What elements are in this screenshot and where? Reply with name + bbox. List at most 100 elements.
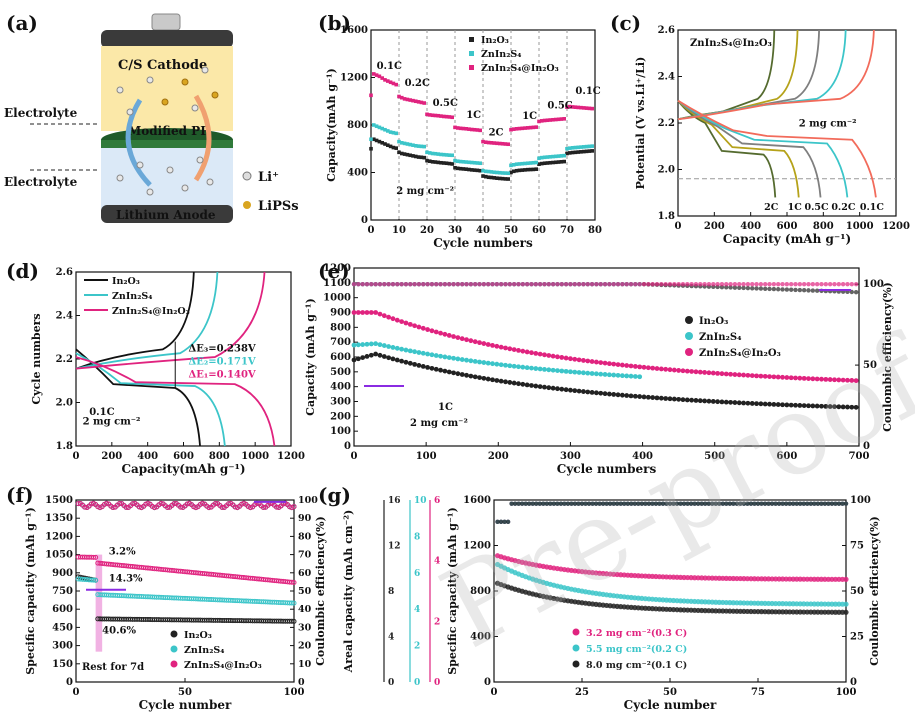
- e-ce-point: [750, 281, 755, 287]
- b-point: [537, 162, 541, 166]
- e-capacity-point: [420, 325, 426, 331]
- d-legend-label: ZnIn₂S₄@In₂O₃: [112, 306, 190, 317]
- e-capacity-point: [654, 395, 660, 401]
- b-rate-label: 0.1C: [575, 86, 600, 97]
- e-ce-point: [386, 281, 391, 287]
- e-capacity-point: [693, 398, 699, 403]
- b-point: [573, 150, 578, 155]
- b-point: [590, 144, 594, 148]
- b-point: [568, 151, 572, 155]
- f-capacity-point: [291, 580, 297, 586]
- e-capacity-point: [645, 365, 651, 371]
- g-ce-point: [583, 501, 588, 506]
- b-point: [411, 143, 415, 147]
- g-ce-point: [586, 501, 592, 506]
- b-point: [461, 160, 466, 164]
- b-point: [369, 93, 373, 98]
- g-ce-point: [762, 501, 768, 506]
- g-areal-tick-label: 0: [388, 678, 394, 688]
- e-capacity-point: [715, 399, 720, 405]
- g-xtick-label: 50: [663, 687, 677, 698]
- b-point: [554, 160, 558, 165]
- g-ce-point: [688, 501, 694, 506]
- b-point: [408, 153, 412, 158]
- g-ce-point: [674, 501, 680, 506]
- g-ce-point: [741, 501, 747, 506]
- e-capacity-point: [823, 376, 829, 382]
- e-capacity-point: [364, 354, 370, 359]
- e-capacity-point: [511, 347, 517, 353]
- e-capacity-point: [559, 368, 565, 374]
- g-y2tick-label: 100: [850, 495, 871, 506]
- e-ce-point: [767, 286, 772, 292]
- g-ce-point: [738, 501, 743, 506]
- e-capacity-point: [827, 404, 833, 409]
- b-point: [540, 119, 544, 123]
- e-ce-point: [373, 281, 378, 287]
- f-capacity-point: [93, 554, 99, 560]
- f-ce-point: [130, 501, 136, 507]
- g-ylabel: Specific capacity (mAh g⁻¹): [446, 507, 459, 675]
- e-xtick-label: 500: [704, 451, 725, 462]
- e-capacity-point: [355, 356, 361, 362]
- f-ytick-label: 900: [52, 568, 73, 579]
- d-xtick-label: 800: [209, 451, 230, 462]
- e-capacity-point: [758, 373, 764, 379]
- g-ylabel2: Coulombic efficiency(%): [868, 516, 881, 666]
- b-xtick-label: 70: [560, 225, 574, 236]
- b-point: [587, 106, 592, 111]
- g-ce-point: [773, 501, 778, 506]
- e-y2tick-label: 50: [863, 360, 877, 371]
- e-ce-point: [589, 281, 595, 287]
- e-capacity-point: [784, 375, 790, 380]
- g-ce-point: [590, 501, 595, 506]
- e-capacity-point: [797, 403, 803, 408]
- b-point: [548, 155, 552, 159]
- e-capacity-point: [767, 374, 772, 380]
- b-point: [400, 95, 404, 100]
- g-areal-tick-label: 0: [414, 678, 420, 688]
- b-xlabel: Cycle numbers: [433, 236, 533, 250]
- g-ce-point: [639, 501, 645, 506]
- e-ce-point: [377, 281, 383, 287]
- li-ion: [126, 108, 134, 116]
- b-point: [570, 150, 575, 155]
- e-capacity-point: [615, 392, 621, 398]
- g-ce-point: [695, 501, 701, 506]
- b-point: [416, 155, 421, 159]
- b-point: [447, 115, 452, 119]
- e-capacity-point: [585, 370, 591, 376]
- e-capacity-point: [490, 361, 495, 367]
- b-point: [492, 141, 496, 145]
- g-ytick-label: 1600: [463, 495, 491, 506]
- e-ce-point: [693, 281, 699, 287]
- b-point: [559, 154, 564, 158]
- c-ytick-label: 2.2: [658, 118, 675, 129]
- e-ce-point: [724, 281, 729, 287]
- e-xtick-label: 100: [416, 451, 437, 462]
- f-ce-point: [171, 501, 177, 507]
- b-point: [509, 170, 513, 175]
- e-ce-point: [572, 281, 577, 287]
- e-ce-point: [516, 281, 521, 287]
- b-legend-marker: [469, 51, 474, 56]
- f-ce-point: [158, 500, 164, 506]
- e-ce-point: [546, 281, 551, 287]
- e-ce-point: [702, 281, 707, 287]
- e-capacity-point: [568, 387, 573, 393]
- e-capacity-point: [819, 403, 824, 409]
- e-capacity-point: [615, 362, 621, 367]
- e-ce-point: [416, 281, 422, 287]
- e-capacity-point: [745, 372, 751, 378]
- panel-g-letter: (g): [318, 483, 351, 507]
- b-point: [478, 128, 482, 133]
- b-point: [397, 94, 401, 99]
- e-capacity-point: [836, 404, 842, 410]
- d-ylabel: Cycle numbers: [30, 313, 43, 404]
- e-capacity-point: [576, 388, 582, 394]
- g-ce-point: [653, 501, 659, 506]
- b-point: [545, 155, 550, 159]
- b-rate-label: 1C: [466, 110, 481, 121]
- e-capacity-point: [429, 328, 435, 334]
- b-point: [565, 105, 569, 109]
